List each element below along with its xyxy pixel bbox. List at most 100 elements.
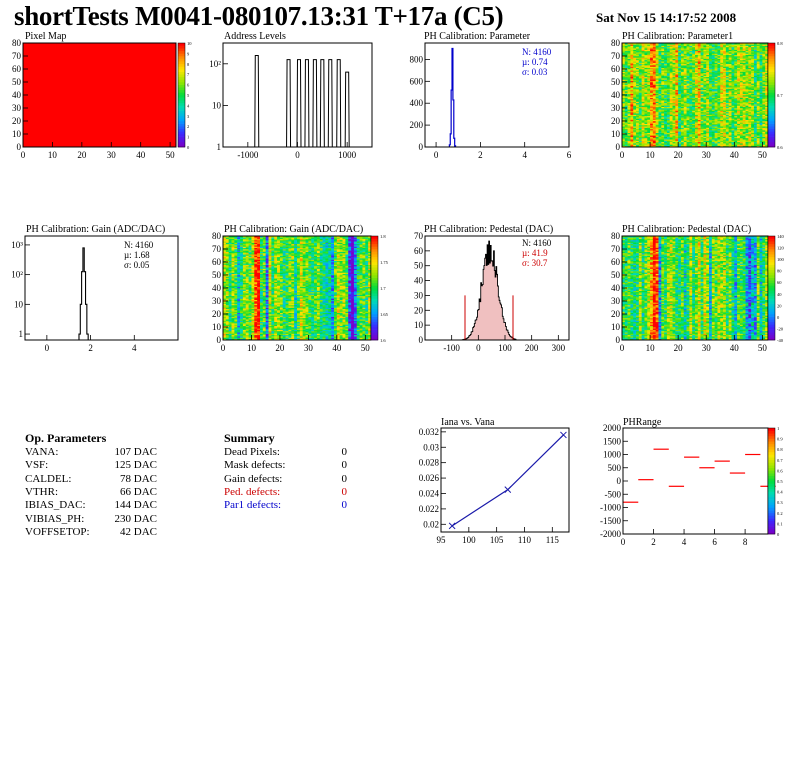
- heatmap-cell: [666, 88, 671, 91]
- heatmap-cell: [697, 102, 701, 105]
- heatmap-cell: [641, 117, 645, 119]
- heatmap-cell: [638, 119, 642, 122]
- heatmap-cell: [664, 58, 668, 61]
- heatmap-cell: [666, 124, 671, 127]
- heatmap-cell: [697, 62, 701, 65]
- heatmap-cell: [680, 83, 685, 85]
- x-tick-label: 40: [136, 150, 146, 160]
- heatmap-cell: [627, 70, 631, 72]
- heatmap-cell: [700, 118, 704, 120]
- heatmap-cell: [751, 43, 755, 45]
- heatmap-cell: [695, 102, 699, 105]
- heatmap-cell: [711, 100, 715, 102]
- heatmap-cell: [711, 127, 715, 130]
- heatmap-cell: [661, 76, 665, 79]
- heatmap-cell: [706, 80, 710, 83]
- heatmap-cell: [692, 48, 696, 50]
- heatmap-cell: [720, 108, 724, 110]
- heatmap-cell: [714, 63, 718, 66]
- heatmap-cell: [737, 136, 741, 139]
- heatmap-cell: [624, 79, 628, 81]
- heatmap-cell: [675, 91, 679, 93]
- heatmap-cell: [647, 105, 651, 107]
- heatmap-cell: [686, 124, 690, 127]
- heatmap-cell: [703, 123, 707, 126]
- heatmap-cell: [624, 52, 628, 54]
- heatmap-cell: [714, 139, 718, 141]
- heatmap-cell: [666, 106, 671, 109]
- heatmap-cell: [709, 92, 713, 94]
- heatmap-cell: [745, 91, 749, 93]
- heatmap-cell: [658, 121, 662, 123]
- heatmap-cell: [720, 127, 724, 130]
- heatmap-cell: [664, 135, 668, 137]
- heatmap-cell: [650, 74, 654, 76]
- heatmap-cell: [745, 70, 749, 72]
- heatmap-cell: [714, 70, 718, 72]
- heatmap-cell: [647, 141, 651, 144]
- heatmap-cell: [692, 132, 696, 135]
- heatmap-cell: [669, 111, 673, 114]
- heatmap-cell: [686, 45, 690, 48]
- heatmap-cell: [664, 113, 668, 115]
- heatmap-cell: [709, 143, 713, 145]
- heatmap-cell: [675, 143, 679, 145]
- heatmap-cell: [666, 45, 671, 48]
- heatmap-cell: [680, 49, 685, 52]
- heatmap-cell: [647, 98, 651, 101]
- heatmap-cell: [678, 105, 682, 107]
- heatmap-cell: [734, 139, 738, 141]
- heatmap-cell: [655, 119, 659, 122]
- panel-title: PH Calibration: Gain (ADC/DAC): [26, 224, 165, 235]
- heatmap-cell: [753, 108, 758, 110]
- heatmap-cell: [700, 131, 704, 133]
- heatmap-cell: [683, 134, 687, 136]
- heatmap-cell: [666, 54, 671, 57]
- heatmap-cell: [655, 71, 659, 74]
- heatmap-cell: [692, 106, 696, 109]
- heatmap-cell: [731, 89, 735, 92]
- heatmap-cell: [644, 126, 648, 128]
- heatmap-cell: [689, 70, 693, 72]
- heatmap-cell: [675, 96, 679, 98]
- heatmap-cell: [717, 108, 721, 110]
- heatmap-cell: [633, 141, 637, 144]
- heatmap-cell: [647, 137, 651, 140]
- heatmap-cell: [680, 126, 685, 128]
- heatmap-cell: [638, 56, 642, 58]
- heatmap-cell: [647, 123, 651, 126]
- heatmap-cell: [689, 126, 693, 128]
- heatmap-cell: [675, 98, 679, 101]
- heatmap-cell: [664, 106, 668, 109]
- heatmap-cell: [675, 114, 679, 117]
- heatmap-cell: [669, 85, 673, 88]
- heatmap-cell: [748, 108, 752, 110]
- heatmap-cell: [748, 82, 752, 84]
- heatmap-cell: [664, 87, 668, 89]
- heatmap-cell: [692, 118, 696, 120]
- heatmap-cell: [636, 45, 640, 48]
- heatmap-cell: [717, 53, 721, 55]
- heatmap-cell: [627, 85, 631, 88]
- heatmap-cell: [714, 50, 718, 53]
- heatmap-cell: [658, 89, 662, 92]
- heatmap-cell: [678, 117, 682, 119]
- heatmap-cell: [723, 128, 727, 131]
- heatmap-cell: [714, 98, 718, 101]
- heatmap-cell: [650, 66, 654, 68]
- heatmap-cell: [627, 63, 631, 66]
- heatmap-cell: [664, 128, 668, 131]
- heatmap-cell: [711, 58, 715, 61]
- heatmap-cell: [672, 66, 676, 68]
- heatmap-cell: [706, 102, 710, 105]
- heatmap-cell: [697, 67, 701, 70]
- heatmap-cell: [742, 110, 746, 113]
- heatmap-cell: [622, 46, 626, 49]
- heatmap-cell: [672, 59, 676, 62]
- heatmap-cell: [717, 72, 721, 75]
- heatmap-cell: [731, 139, 735, 141]
- heatmap-cell: [644, 65, 648, 67]
- heatmap-cell: [745, 122, 749, 124]
- heatmap-cell: [697, 88, 701, 91]
- heatmap-cell: [627, 102, 631, 105]
